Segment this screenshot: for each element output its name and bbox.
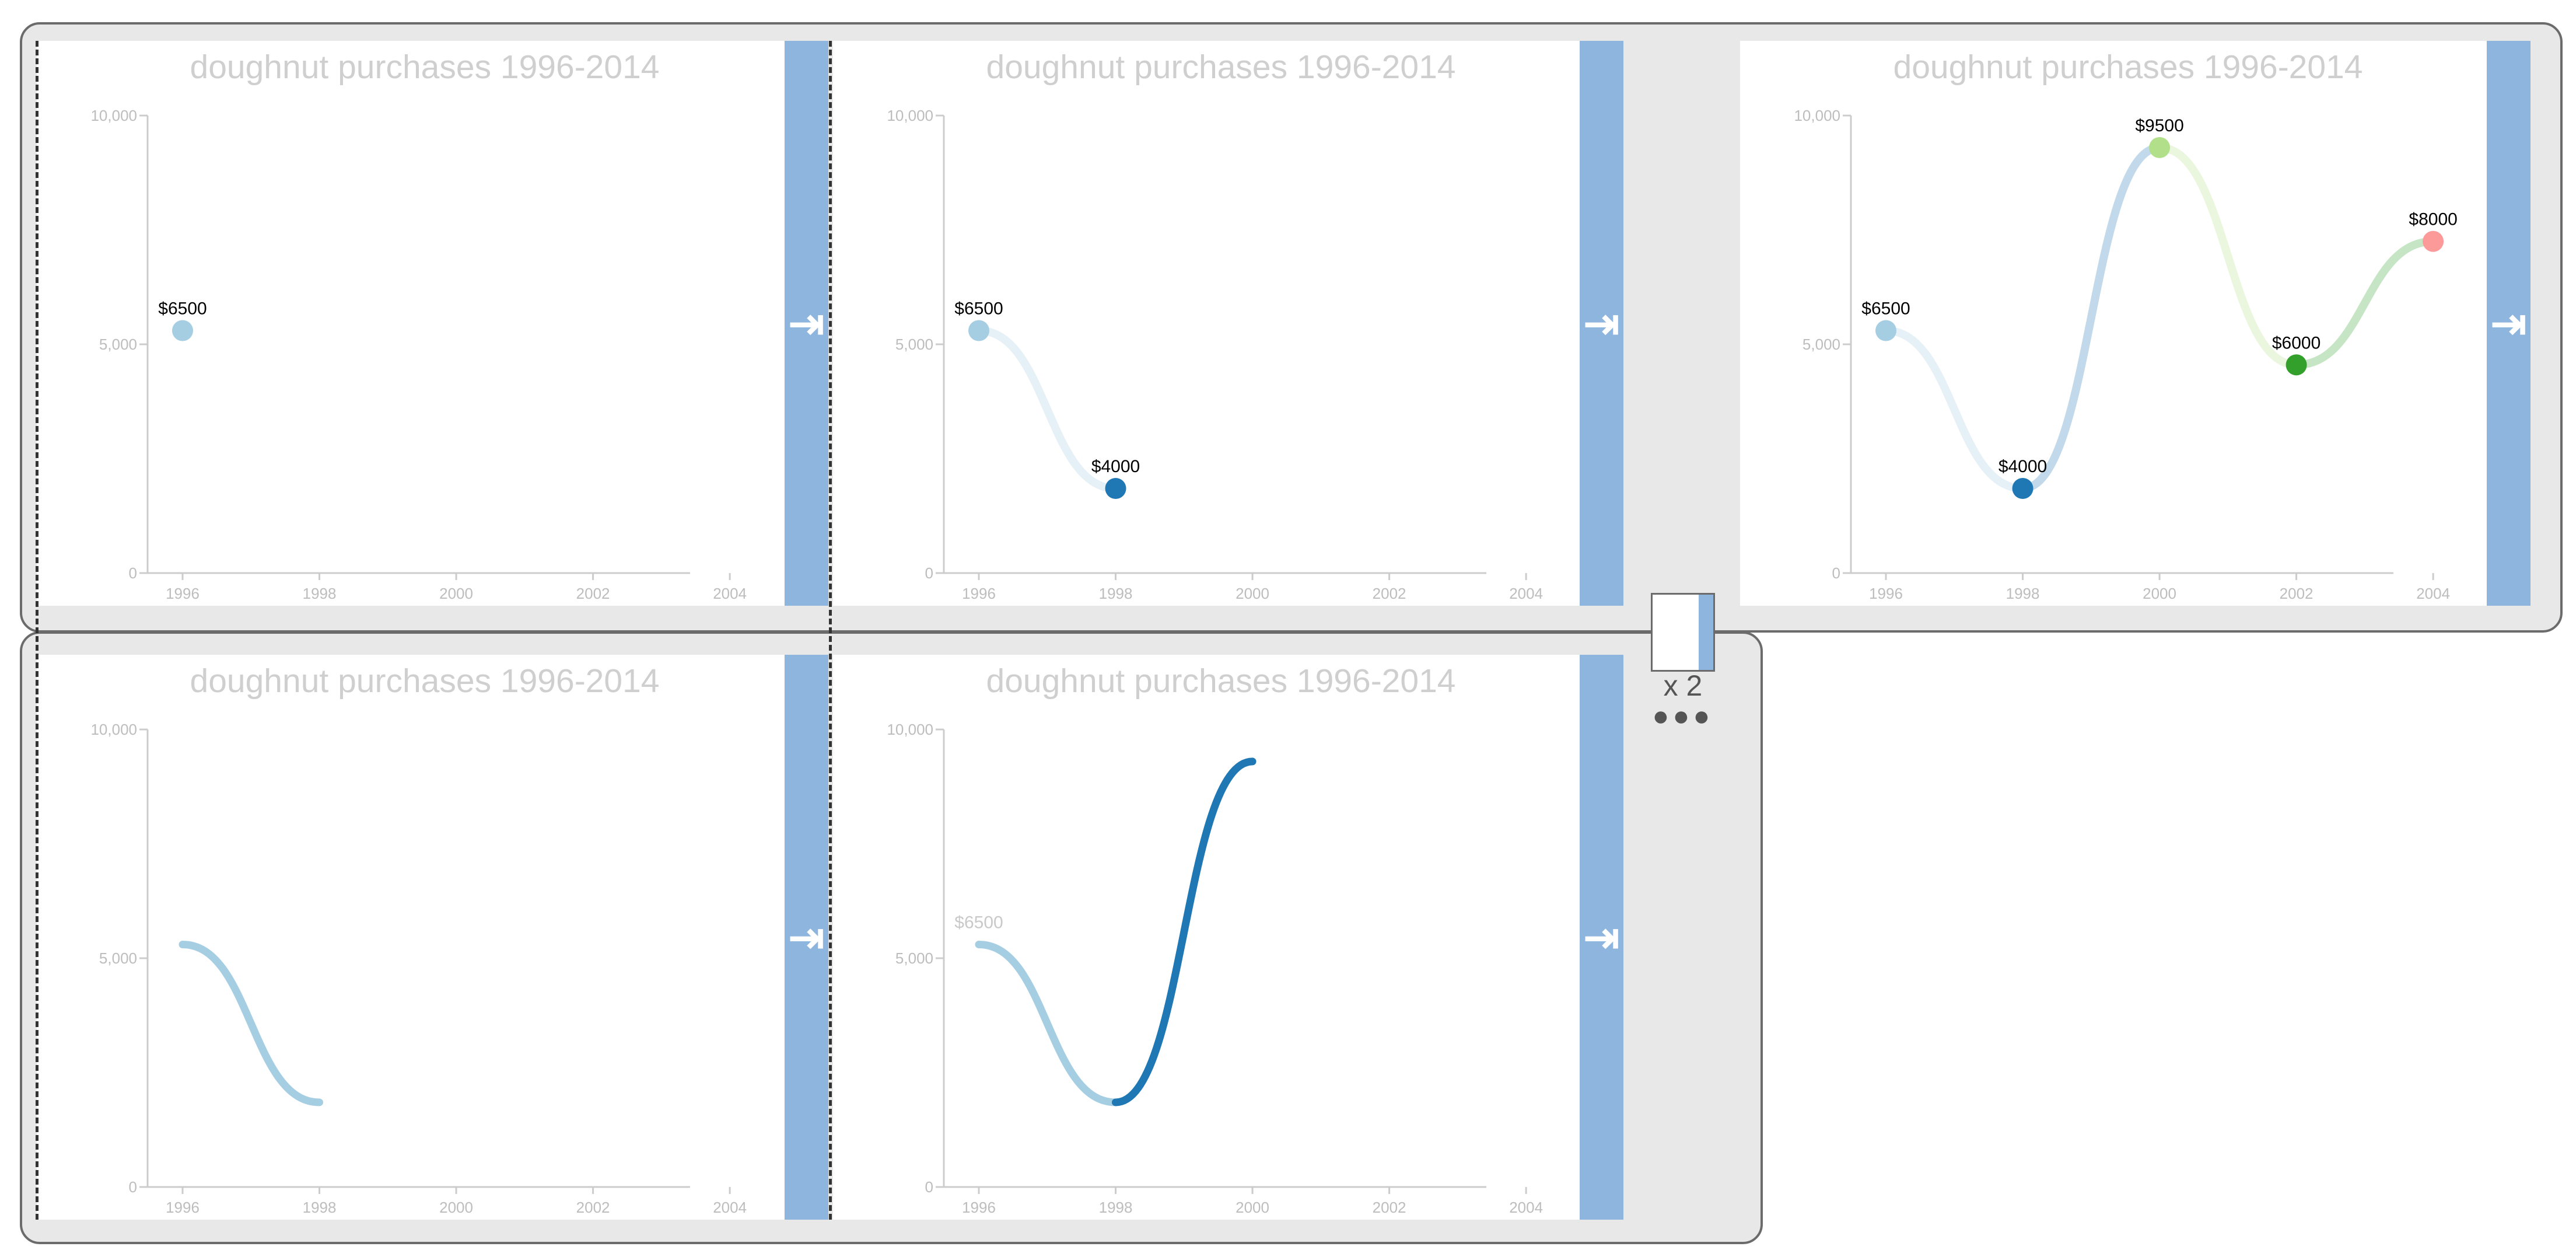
x-tick-label: 2004 xyxy=(713,1199,747,1216)
y-tick-label: 10,000 xyxy=(887,107,933,124)
data-point[interactable] xyxy=(2286,354,2307,376)
series-line-segment xyxy=(2018,143,2164,493)
data-label: $6500 xyxy=(1861,299,1910,318)
x-tick-label: 1996 xyxy=(962,1199,996,1216)
data-label: $6500 xyxy=(954,299,1003,318)
data-label: $4000 xyxy=(1091,457,1140,476)
data-point[interactable] xyxy=(1875,320,1896,341)
data-label: $6500 xyxy=(158,299,206,318)
data-point[interactable] xyxy=(172,320,193,341)
y-tick-label: 5,000 xyxy=(99,336,137,353)
y-tick-label: 0 xyxy=(925,564,933,582)
thumbnail-next-bar xyxy=(1699,595,1713,670)
y-tick-label: 5,000 xyxy=(895,336,933,353)
x-tick-label: 2000 xyxy=(1236,585,1269,602)
data-label: $4000 xyxy=(1999,457,2047,476)
x-tick-label: 1996 xyxy=(166,1199,200,1216)
arrow-right-to-bar-icon: ⇥ xyxy=(1583,299,1620,348)
arrow-right-to-bar-icon: ⇥ xyxy=(788,913,825,962)
y-tick-label: 0 xyxy=(1832,564,1840,582)
y-tick-label: 10,000 xyxy=(90,107,137,124)
chart-plot: 0 5,000 10,000 1996 1998 2000 2002 2004 $6500 xyxy=(887,721,1543,1216)
continuation-count: x 2 xyxy=(1663,669,1703,702)
series-line-segment xyxy=(2155,143,2301,369)
series-line-segment xyxy=(975,326,1120,493)
x-tick-label: 2002 xyxy=(1373,585,1406,602)
x-tick-label: 1998 xyxy=(1099,585,1133,602)
next-step-button[interactable]: ⇥ xyxy=(1580,41,1623,606)
series-line-segment xyxy=(2292,237,2438,369)
y-tick-label: 0 xyxy=(129,564,137,582)
data-point[interactable] xyxy=(968,320,989,341)
x-tick-label: 1996 xyxy=(962,585,996,602)
y-tick-label: 10,000 xyxy=(1794,107,1840,124)
series-line-segment xyxy=(178,940,324,1106)
x-tick-label: 2000 xyxy=(439,1199,473,1216)
y-tick-label: 0 xyxy=(925,1178,933,1196)
x-tick-label: 1998 xyxy=(303,1199,337,1216)
dashed-divider-left xyxy=(36,41,38,1220)
x-tick-label: 1998 xyxy=(303,585,337,602)
x-tick-label: 2000 xyxy=(439,585,473,602)
y-tick-label: 5,000 xyxy=(1803,336,1840,353)
y-tick-label: 5,000 xyxy=(99,949,137,967)
series-line-segment xyxy=(975,940,1120,1106)
x-tick-label: 2004 xyxy=(713,585,747,602)
dashed-divider-middle xyxy=(829,41,832,1220)
data-point[interactable] xyxy=(2012,477,2034,499)
data-label: $6000 xyxy=(2272,333,2320,352)
y-tick-label: 10,000 xyxy=(90,721,137,738)
x-tick-label: 1998 xyxy=(1099,1199,1133,1216)
chart-panel-3[interactable]: doughnut purchases 1996-2014 0 5,000 10,000… xyxy=(1740,41,2530,606)
chart-plot: 0 5,000 10,000 1996 1998 2000 2002 2004 $6500 $40… xyxy=(887,107,1543,602)
panel-thumbnail[interactable] xyxy=(1651,593,1715,672)
next-step-button[interactable]: ⇥ xyxy=(785,41,828,606)
data-point[interactable] xyxy=(2423,231,2444,252)
chart-plot: 0 5,000 10,000 1996 1998 2000 2002 2004 xyxy=(90,721,747,1216)
chart-title: doughnut purchases 1996-2014 xyxy=(986,48,1456,86)
x-tick-label: 2002 xyxy=(576,1199,610,1216)
chart-title: doughnut purchases 1996-2014 xyxy=(1893,48,2363,86)
series-line-segment xyxy=(1882,326,2027,493)
next-step-button[interactable]: ⇥ xyxy=(1580,655,1623,1220)
data-label: $8000 xyxy=(2409,210,2457,229)
data-label: $6500 xyxy=(954,913,1003,932)
x-tick-label: 2004 xyxy=(1509,585,1543,602)
chart-plot: 0 5,000 10,000 1996 1998 2000 2002 2004 $6500 xyxy=(90,107,747,602)
x-tick-label: 2002 xyxy=(576,585,610,602)
chart-title: doughnut purchases 1996-2014 xyxy=(190,662,660,700)
chart-panel-5[interactable]: doughnut purchases 1996-2014 0 5,000 10,000… xyxy=(833,655,1623,1220)
x-tick-label: 1996 xyxy=(166,585,200,602)
arrow-right-to-bar-icon: ⇥ xyxy=(1583,913,1620,962)
chart-panel-2[interactable]: doughnut purchases 1996-2014 0 5,000 10,000… xyxy=(833,41,1623,606)
chart-panel-4[interactable]: doughnut purchases 1996-2014 0 5,000 10,000… xyxy=(37,655,828,1220)
x-tick-label: 2002 xyxy=(1373,1199,1406,1216)
arrow-right-to-bar-icon: ⇥ xyxy=(2490,299,2527,348)
chart-panel-1[interactable]: doughnut purchases 1996-2014 0 5,000 10,000… xyxy=(37,41,828,606)
x-tick-label: 1996 xyxy=(1869,585,1903,602)
next-step-button[interactable]: ⇥ xyxy=(2487,41,2530,606)
series-line-segment xyxy=(1112,757,1256,1106)
data-point[interactable] xyxy=(1105,477,1126,499)
y-tick-label: 5,000 xyxy=(895,949,933,967)
data-point[interactable] xyxy=(2149,137,2171,158)
y-tick-label: 0 xyxy=(129,1178,137,1196)
arrow-right-to-bar-icon: ⇥ xyxy=(788,299,825,348)
chart-plot: 0 5,000 10,000 1996 1998 2000 2002 2004 $6500 $40… xyxy=(1794,107,2457,602)
x-tick-label: 2000 xyxy=(1236,1199,1269,1216)
y-tick-label: 10,000 xyxy=(887,721,933,738)
x-tick-label: 2002 xyxy=(2280,585,2314,602)
more-dots-icon[interactable]: ●●● xyxy=(1652,701,1714,732)
x-tick-label: 2000 xyxy=(2143,585,2176,602)
data-label: $9500 xyxy=(2135,116,2183,135)
chart-title: doughnut purchases 1996-2014 xyxy=(190,48,660,86)
x-tick-label: 2004 xyxy=(1509,1199,1543,1216)
next-step-button[interactable]: ⇥ xyxy=(785,655,828,1220)
chart-title: doughnut purchases 1996-2014 xyxy=(986,662,1456,700)
x-tick-label: 2004 xyxy=(2416,585,2450,602)
x-tick-label: 1998 xyxy=(2006,585,2040,602)
